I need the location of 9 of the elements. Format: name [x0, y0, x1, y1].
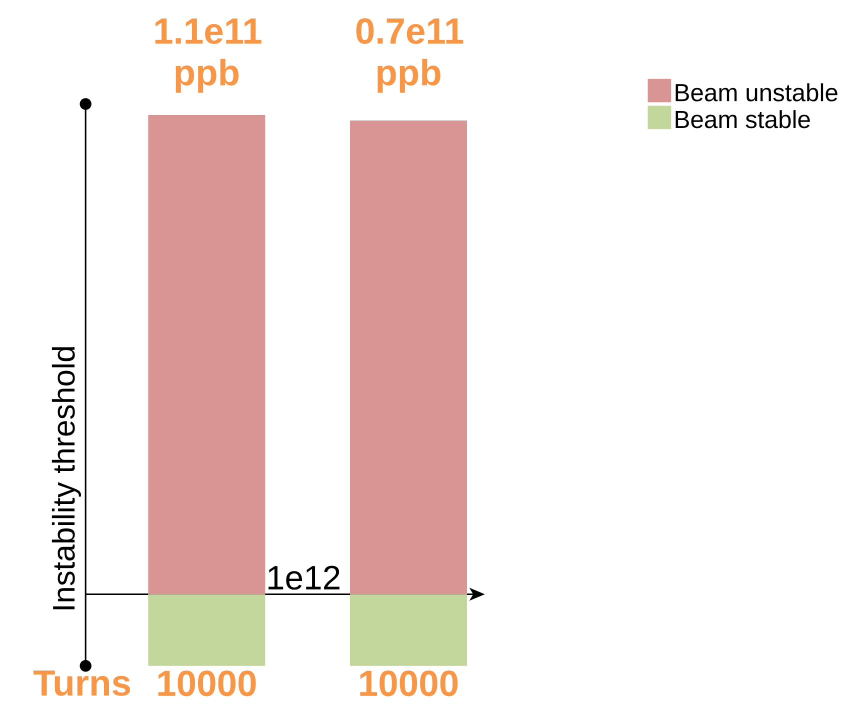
legend-label: Beam unstable: [676, 83, 838, 102]
annotation: 10000: [360, 670, 458, 696]
y-axis-title: Instability threshold: [52, 347, 82, 610]
x-tick-label: 1.1e11 ppb: [155, 18, 262, 93]
x-axis-title: Turns: [33, 670, 130, 696]
legend-label: Beam stable: [676, 110, 810, 128]
x-tick-label: 0.7e11 ppb: [356, 18, 464, 93]
ref-line-label: 1e12: [268, 566, 340, 590]
annotation: 10000: [158, 670, 256, 696]
